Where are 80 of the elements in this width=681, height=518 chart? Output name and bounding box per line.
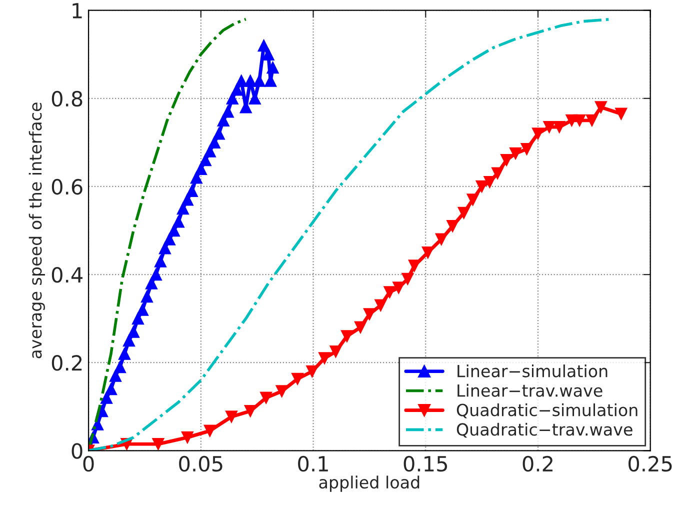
- point: [152, 438, 164, 450]
- y-tick-label: 0: [72, 443, 82, 459]
- legend-label: Linear−trav.wave: [458, 384, 602, 397]
- point: [235, 74, 248, 87]
- point: [306, 365, 318, 378]
- point: [225, 410, 238, 423]
- point: [553, 120, 566, 134]
- legend-label: Quadratic−simulation: [456, 403, 638, 418]
- point: [168, 224, 180, 237]
- point: [190, 172, 202, 184]
- point: [458, 206, 470, 219]
- point: [402, 272, 414, 286]
- point: [154, 255, 167, 268]
- point: [509, 147, 522, 160]
- point: [199, 154, 212, 166]
- point: [212, 128, 225, 140]
- point: [127, 326, 140, 338]
- point: [244, 404, 256, 418]
- point: [244, 74, 256, 87]
- x-tick-label: 0.2: [522, 456, 552, 472]
- y-tick-label: 0.8: [52, 90, 82, 107]
- point: [118, 348, 131, 360]
- point: [176, 202, 189, 215]
- point: [204, 424, 216, 437]
- point: [446, 220, 459, 232]
- point: [594, 101, 607, 114]
- point: [318, 352, 331, 364]
- y-axis-title: average speed of the interface: [28, 102, 45, 358]
- y-tick-label: 0.4: [52, 266, 82, 283]
- point: [484, 176, 496, 188]
- point: [392, 282, 405, 294]
- point: [408, 260, 420, 272]
- point: [384, 286, 396, 298]
- point: [491, 167, 504, 180]
- point: [586, 114, 598, 127]
- x-tick-label: 0.1: [298, 456, 328, 472]
- point: [104, 382, 118, 396]
- point: [330, 346, 342, 358]
- point: [543, 120, 556, 134]
- point: [363, 308, 376, 320]
- x-tick-label: 0.05: [179, 456, 222, 472]
- point: [520, 142, 533, 156]
- point: [266, 62, 279, 74]
- point: [291, 372, 304, 385]
- x-axis-title: applied load: [319, 476, 420, 492]
- point: [476, 180, 488, 193]
- point: [140, 290, 154, 303]
- x-tick-label: 0.15: [404, 456, 447, 472]
- legend-label: Quadratic−trav.wave: [456, 422, 632, 438]
- point: [230, 84, 243, 96]
- legend-label: Linear−simulation: [458, 364, 608, 378]
- point: [172, 216, 184, 228]
- point: [573, 114, 586, 127]
- point: [260, 392, 272, 404]
- point: [615, 108, 628, 120]
- y-tick-label: 1: [72, 3, 82, 18]
- point: [466, 194, 479, 206]
- x-tick-label: 0: [83, 456, 94, 472]
- point: [374, 299, 387, 312]
- point: [276, 385, 288, 398]
- point: [150, 268, 162, 281]
- point: [109, 370, 122, 382]
- point: [258, 40, 270, 52]
- point: [186, 184, 198, 197]
- x-tick-label: 0.25: [628, 456, 672, 472]
- point: [222, 106, 234, 118]
- point: [114, 360, 126, 374]
- point: [340, 330, 354, 342]
- point: [532, 128, 544, 140]
- y-tick-label: 0.6: [52, 178, 82, 195]
- point: [262, 48, 274, 60]
- point: [181, 431, 194, 444]
- point: [435, 233, 448, 246]
- y-tick-label: 0.2: [52, 355, 82, 371]
- point: [500, 154, 513, 166]
- point: [100, 392, 113, 404]
- point: [354, 321, 367, 334]
- point: [422, 246, 434, 259]
- point: [253, 74, 266, 87]
- point: [136, 304, 149, 316]
